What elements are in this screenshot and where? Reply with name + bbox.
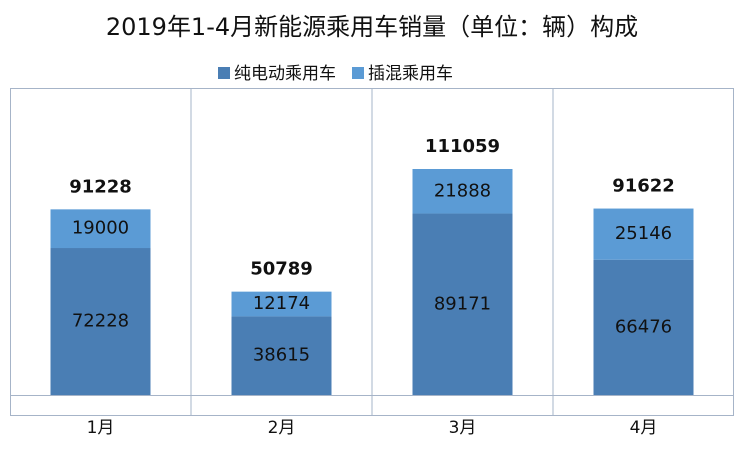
total-label: 91622 — [612, 176, 675, 197]
value-label: 38615 — [253, 345, 310, 366]
bar-segment — [231, 291, 332, 317]
x-tick-label: 1月 — [87, 418, 115, 438]
legend-swatch — [218, 67, 230, 79]
bar-segment — [593, 259, 694, 395]
legend-label: 插混乘用车 — [368, 64, 453, 84]
value-label: 12174 — [253, 293, 310, 314]
legend-label: 纯电动乘用车 — [234, 64, 336, 84]
x-tick-label: 2月 — [268, 418, 296, 438]
x-tick-label: 4月 — [630, 418, 658, 438]
value-label: 19000 — [72, 218, 129, 239]
bar-segment — [50, 209, 151, 249]
total-label: 111059 — [425, 136, 500, 157]
bar-segment — [412, 213, 513, 395]
chart-title: 2019年1-4月新能源乘用车销量（单位：辆）构成 — [106, 13, 638, 41]
value-label: 72228 — [72, 311, 129, 332]
total-label: 50789 — [250, 259, 313, 280]
value-label: 89171 — [434, 293, 491, 314]
value-label: 21888 — [434, 180, 491, 201]
bar-segment — [593, 208, 694, 260]
legend-swatch — [352, 67, 364, 79]
total-label: 91228 — [69, 176, 132, 197]
bar-segment — [50, 248, 151, 395]
value-label: 25146 — [615, 223, 672, 244]
x-tick-label: 3月 — [449, 418, 477, 438]
value-label: 66476 — [615, 316, 672, 337]
bar-segment — [231, 316, 332, 395]
bar-segment — [412, 169, 513, 214]
